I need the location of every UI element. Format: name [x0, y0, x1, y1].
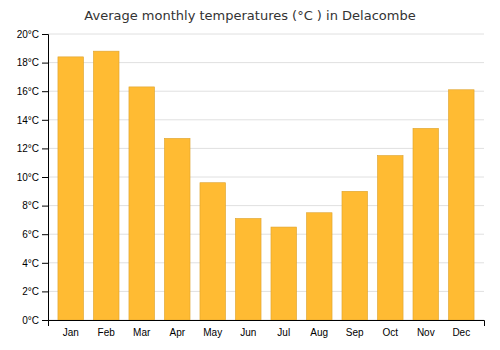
tick-label: 4°C — [22, 258, 39, 269]
tick-label: 14°C — [17, 115, 39, 126]
tick-label: 8°C — [22, 200, 39, 211]
tick-label: Mar — [133, 327, 151, 338]
tick-label: Jul — [277, 327, 290, 338]
tick: 12°C — [17, 143, 48, 154]
grid — [48, 34, 484, 320]
y-axis: 0°C 2°C 4°C 6°C 8°C 10°C 12°C 14°C 16°C 18°C 20°C — [17, 29, 49, 326]
bar — [413, 128, 439, 320]
plot: 0°C 2°C 4°C 6°C 8°C 10°C 12°C 14°C 16°C 18°C 20°C J… — [17, 29, 485, 338]
tick-label: Aug — [310, 327, 328, 338]
bar — [342, 191, 368, 320]
tick: Jan — [63, 327, 79, 338]
tick: Aug — [310, 327, 328, 338]
bar — [235, 218, 261, 320]
tick: 14°C — [17, 115, 48, 126]
bar — [306, 213, 332, 320]
tick: 10°C — [17, 172, 48, 183]
tick-label: Feb — [98, 327, 116, 338]
tick-label: Jun — [240, 327, 256, 338]
tick-label: Dec — [452, 327, 470, 338]
tick: Nov — [417, 327, 435, 338]
bar — [129, 87, 155, 320]
bar — [377, 156, 403, 320]
bar — [164, 138, 190, 320]
tick-label: 20°C — [17, 29, 39, 40]
tick-mark — [42, 91, 48, 92]
tick-label: May — [203, 327, 222, 338]
bar — [271, 227, 297, 320]
bar — [200, 183, 226, 320]
x-axis: Jan Feb Mar Apr May Jun Jul Aug Sep Oct Nov Dec — [49, 321, 485, 339]
tick: Jun — [240, 327, 256, 338]
tick: Dec — [452, 327, 470, 338]
tick: Apr — [169, 327, 185, 338]
grid-line — [48, 34, 484, 35]
bar — [58, 57, 84, 320]
tick-label: 2°C — [22, 286, 39, 297]
tick-mark — [42, 206, 48, 207]
tick: 2°C — [22, 286, 48, 297]
bar — [93, 51, 119, 320]
bars — [58, 51, 474, 320]
tick-label: 10°C — [17, 172, 39, 183]
tick-mark — [42, 177, 48, 178]
tick-label: 18°C — [17, 57, 39, 68]
tick-mark — [42, 263, 48, 264]
tick-mark — [42, 234, 48, 235]
tick: 20°C — [17, 29, 48, 40]
tick: Sep — [346, 327, 364, 338]
tick-mark — [42, 320, 48, 321]
title: Average monthly temperatures (°C ) in De… — [84, 8, 415, 23]
axis-domain — [42, 35, 49, 321]
tick: 4°C — [22, 258, 48, 269]
tick: Feb — [98, 327, 116, 338]
tick-label: Nov — [417, 327, 435, 338]
tick-label: Apr — [169, 327, 185, 338]
tick-label: Jan — [63, 327, 79, 338]
tick-mark — [42, 291, 48, 292]
tick: Mar — [133, 327, 151, 338]
tick: 6°C — [22, 229, 48, 240]
tick-label: 6°C — [22, 229, 39, 240]
bar — [448, 90, 474, 320]
tick: May — [203, 327, 222, 338]
tick-label: 16°C — [17, 86, 39, 97]
axis-domain — [49, 321, 485, 327]
tick-mark — [42, 34, 48, 35]
tick-mark — [42, 120, 48, 121]
tick-label: Oct — [382, 327, 398, 338]
tick-mark — [42, 148, 48, 149]
tick-label: 12°C — [17, 143, 39, 154]
tick: Oct — [382, 327, 398, 338]
tick-label: Sep — [346, 327, 364, 338]
tick-label: 0°C — [22, 315, 39, 326]
tick: 8°C — [22, 200, 48, 211]
chart: Average monthly temperatures (°C ) in De… — [0, 0, 500, 350]
tick: 16°C — [17, 86, 48, 97]
tick-mark — [42, 63, 48, 64]
tick: Jul — [277, 327, 290, 338]
tick: 18°C — [17, 57, 48, 68]
tick: 0°C — [22, 315, 48, 326]
